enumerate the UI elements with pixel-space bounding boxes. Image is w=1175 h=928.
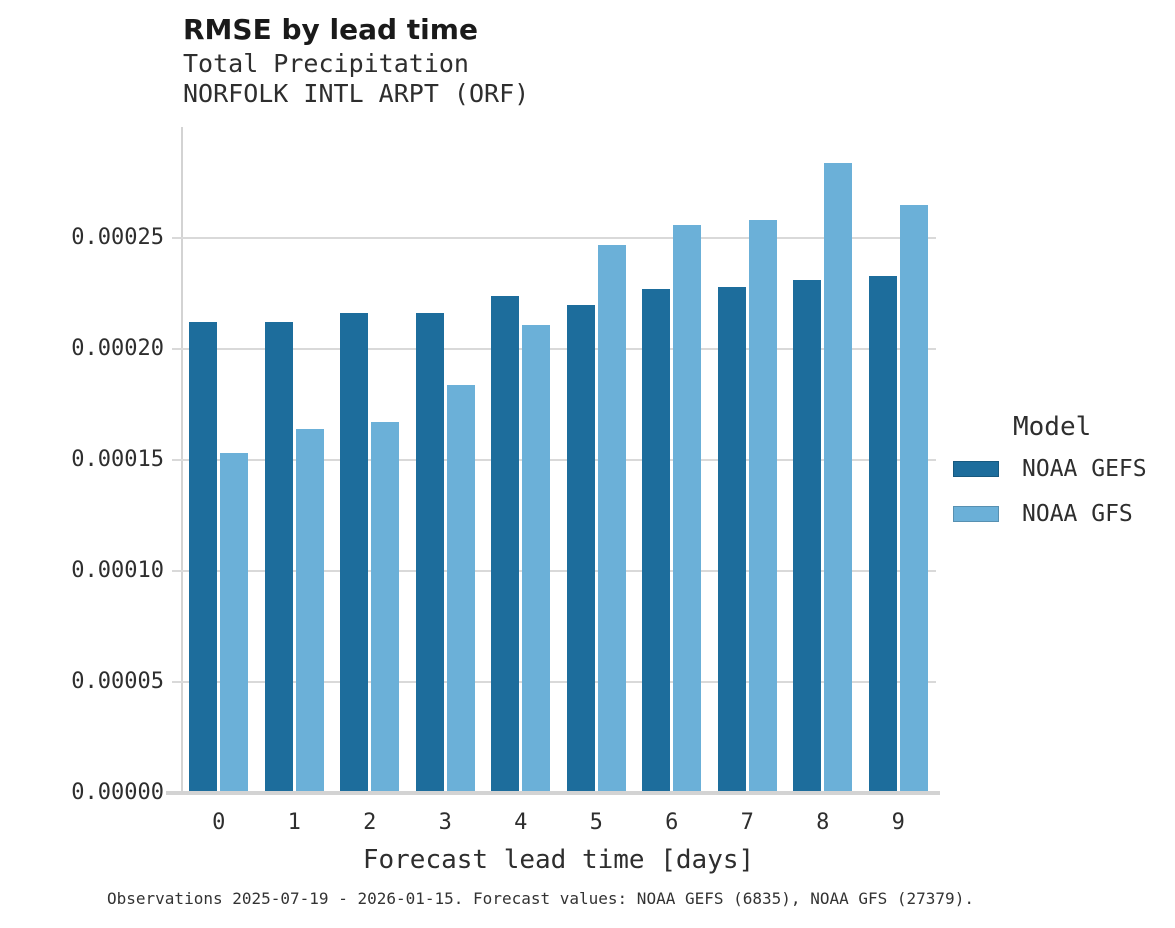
y-tick-label-0.00005: 0.00005 bbox=[71, 669, 164, 694]
y-tick-mark bbox=[172, 237, 181, 239]
bar-noaa-gfs-day-8 bbox=[824, 162, 853, 793]
x-tick-label-6: 6 bbox=[665, 810, 679, 835]
bar-noaa-gfs-day-9 bbox=[899, 204, 928, 793]
x-tick-label-4: 4 bbox=[514, 810, 528, 835]
x-axis-title: Forecast lead time [days] bbox=[362, 845, 755, 875]
gridline-0.00015 bbox=[181, 459, 936, 461]
chart-subtitle-variable: Total Precipitation bbox=[183, 49, 469, 78]
legend-swatch-noaa-gefs bbox=[953, 461, 999, 477]
legend-title: Model bbox=[1013, 412, 1092, 442]
bar-noaa-gfs-day-6 bbox=[673, 224, 702, 793]
y-tick-mark bbox=[172, 348, 181, 350]
y-tick-label-0.00025: 0.00025 bbox=[71, 225, 164, 250]
bar-noaa-gfs-day-5 bbox=[597, 244, 626, 793]
x-tick-label-2: 2 bbox=[363, 810, 377, 835]
legend-item-noaa-gfs: NOAA GFS bbox=[953, 501, 1168, 527]
bar-noaa-gfs-day-1 bbox=[295, 428, 324, 793]
chart-title: RMSE by lead time bbox=[183, 13, 478, 46]
bar-noaa-gefs-day-4 bbox=[491, 295, 520, 793]
gridline-0.00025 bbox=[181, 237, 936, 239]
y-tick-label-0.00010: 0.00010 bbox=[71, 558, 164, 583]
x-tick-label-7: 7 bbox=[740, 810, 754, 835]
bar-noaa-gfs-day-4 bbox=[522, 324, 551, 793]
bar-noaa-gefs-day-5 bbox=[566, 304, 595, 793]
bar-noaa-gfs-day-7 bbox=[748, 220, 777, 793]
y-tick-mark bbox=[172, 459, 181, 461]
plot-area: 0.00000 0.00005 0.00010 0.00015 0.00020 0.000… bbox=[71, 127, 940, 835]
legend-label-noaa-gfs: NOAA GFS bbox=[1022, 501, 1133, 527]
bar-noaa-gfs-day-2 bbox=[371, 422, 400, 793]
y-tick-mark bbox=[172, 681, 181, 683]
x-tick-label-1: 1 bbox=[287, 810, 301, 835]
y-tick-label-0.00000: 0.00000 bbox=[71, 780, 164, 805]
bar-noaa-gefs-day-1 bbox=[264, 322, 293, 793]
bar-noaa-gefs-day-3 bbox=[415, 313, 444, 793]
legend-label-noaa-gefs: NOAA GEFS bbox=[1022, 456, 1147, 482]
bar-noaa-gefs-day-2 bbox=[340, 313, 369, 793]
gridline-0.00010 bbox=[181, 570, 936, 572]
legend: Model NOAA GEFS NOAA GFS bbox=[953, 412, 1168, 527]
caption: Observations 2025-07-19 - 2026-01-15. Fo… bbox=[107, 889, 974, 908]
gridline-0.00005 bbox=[181, 681, 936, 683]
x-tick-label-8: 8 bbox=[816, 810, 830, 835]
y-tick-label-0.00020: 0.00020 bbox=[71, 336, 164, 361]
y-tick-mark bbox=[172, 570, 181, 572]
y-tick-label-0.00015: 0.00015 bbox=[71, 447, 164, 472]
x-tick-label-9: 9 bbox=[891, 810, 905, 835]
gridline-0.00020 bbox=[181, 348, 936, 350]
bar-noaa-gefs-day-7 bbox=[717, 286, 746, 793]
x-axis-line bbox=[166, 791, 940, 795]
chart-subtitle-station: NORFOLK INTL ARPT (ORF) bbox=[183, 79, 530, 108]
bar-noaa-gefs-day-9 bbox=[868, 275, 897, 793]
legend-swatch-noaa-gfs bbox=[953, 506, 999, 522]
x-tick-label-0: 0 bbox=[212, 810, 226, 835]
x-tick-label-3: 3 bbox=[438, 810, 452, 835]
bar-noaa-gfs-day-0 bbox=[220, 453, 249, 793]
x-tick-label-5: 5 bbox=[589, 810, 603, 835]
legend-item-noaa-gefs: NOAA GEFS bbox=[953, 456, 1168, 482]
bar-noaa-gfs-day-3 bbox=[446, 384, 475, 793]
bar-noaa-gefs-day-6 bbox=[642, 289, 671, 793]
bar-noaa-gefs-day-8 bbox=[793, 280, 822, 793]
bar-noaa-gefs-day-0 bbox=[189, 322, 218, 793]
